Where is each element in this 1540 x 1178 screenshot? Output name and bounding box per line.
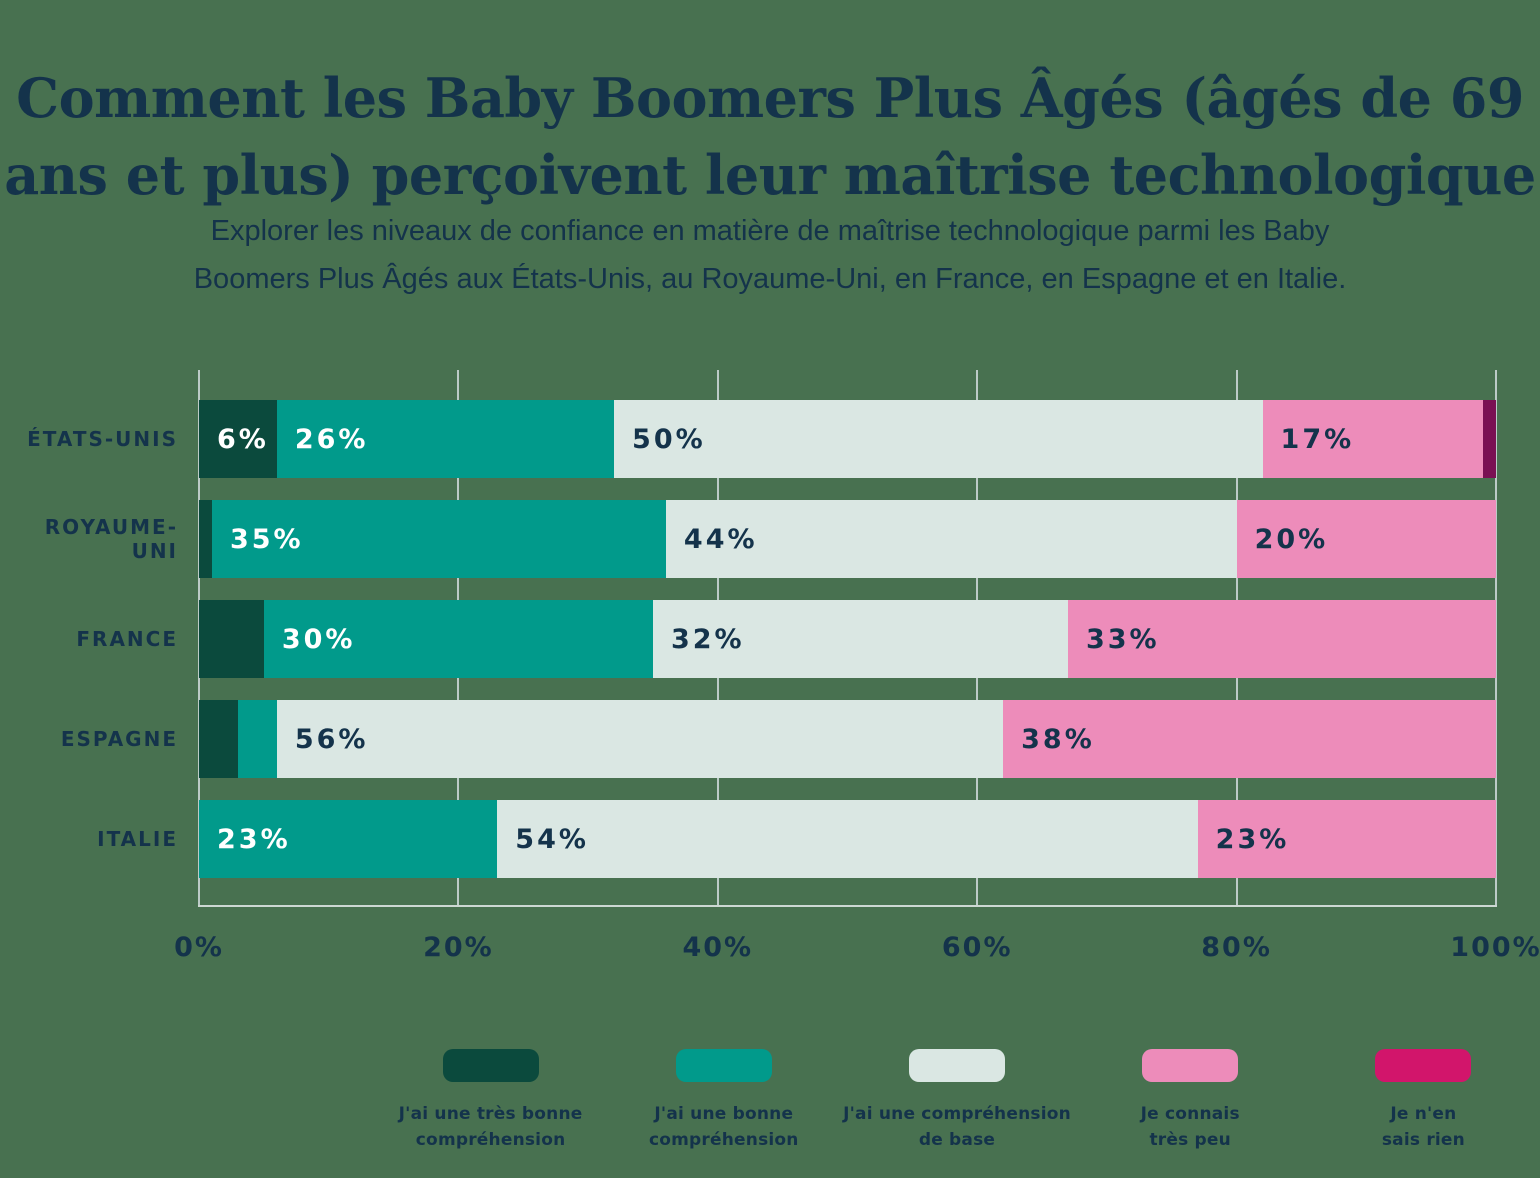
legend-item-2: J'ai une bonne compréhension bbox=[607, 1049, 840, 1153]
legend: J'ai une très bonne compréhension J'ai une… bbox=[374, 1049, 1540, 1153]
bar-segment: 20% bbox=[1236, 500, 1496, 578]
bar-segment bbox=[237, 700, 277, 778]
legend-label-line: sais rien bbox=[1381, 1130, 1465, 1150]
bar-segment-value-label: 56% bbox=[294, 723, 369, 755]
bar-segment: 17% bbox=[1262, 400, 1484, 478]
country-label-royaume-uni: ROYAUME-UNI bbox=[44, 515, 178, 563]
x-axis-label-0%: 0% bbox=[174, 932, 224, 963]
bar-segment-value-label: 23% bbox=[217, 823, 291, 855]
chart-title: Comment les Baby Boomers Plus Âgés (âgés… bbox=[0, 60, 1540, 214]
chart-title-line-1: Comment les Baby Boomers Plus Âgés (âgés… bbox=[16, 66, 1524, 131]
bar-segment-value-label: 6% bbox=[217, 423, 269, 455]
legend-label-line: Je connais bbox=[1140, 1104, 1240, 1124]
legend-label: Je n'en sais rien bbox=[1307, 1101, 1540, 1153]
bar-row-france: 30% 32% 33% bbox=[199, 600, 1496, 678]
chart-title-line-2: ans et plus) perçoivent leur maîtrise te… bbox=[4, 143, 1536, 208]
legend-swatch-icon bbox=[1375, 1049, 1472, 1082]
country-label-espagne: ESPAGNE bbox=[60, 727, 178, 751]
chart-subtitle: Explorer les niveaux de confiance en mat… bbox=[0, 207, 1540, 303]
legend-label: J'ai une compréhension de base bbox=[840, 1101, 1073, 1153]
bar-row--tats-unis: 6% 26% 50% 17% bbox=[199, 400, 1496, 478]
bar-segment: 23% bbox=[1197, 800, 1496, 878]
bar-segment: 32% bbox=[652, 600, 1068, 678]
country-label--tats-unis: ÉTATS-UNIS bbox=[27, 427, 178, 451]
legend-swatch-icon bbox=[442, 1049, 539, 1082]
legend-item-4: Je connais très peu bbox=[1074, 1049, 1307, 1153]
bar-segment bbox=[199, 700, 238, 778]
bar-row-espagne: 56% 38% bbox=[199, 700, 1496, 778]
bar-row-royaume-uni: 35% 44% 20% bbox=[199, 500, 1496, 578]
legend-label: J'ai une très bonne compréhension bbox=[374, 1101, 607, 1153]
legend-label-line: compréhension bbox=[648, 1130, 799, 1150]
bar-segment: 6% bbox=[199, 400, 277, 478]
bar-segment-value-label: 20% bbox=[1254, 523, 1329, 555]
legend-swatch-icon bbox=[1142, 1049, 1239, 1082]
legend-swatch-icon bbox=[909, 1049, 1005, 1082]
country-label-italie: ITALIE bbox=[97, 827, 178, 851]
legend-item-1: J'ai une très bonne compréhension bbox=[374, 1049, 607, 1153]
chart-subtitle-line-2: Boomers Plus Âgés aux États-Unis, au Roy… bbox=[193, 263, 1347, 295]
bar-segment-value-label: 44% bbox=[683, 523, 758, 555]
bar-segment: 54% bbox=[497, 800, 1198, 878]
bar-segment-value-label: 38% bbox=[1021, 723, 1095, 755]
bar-segment: 56% bbox=[276, 700, 1004, 778]
legend-label-line: compréhension bbox=[415, 1130, 566, 1150]
legend-label-line: Je n'en bbox=[1390, 1104, 1457, 1124]
x-axis-line bbox=[198, 905, 1497, 907]
bar-segment: 44% bbox=[665, 500, 1237, 578]
legend-label-line: J'ai une compréhension bbox=[843, 1104, 1071, 1124]
bar-segment: 50% bbox=[614, 400, 1263, 478]
legend-label: J'ai une bonne compréhension bbox=[607, 1101, 840, 1153]
x-axis-label-60%: 60% bbox=[941, 932, 1013, 963]
bar-segment: 33% bbox=[1067, 600, 1496, 678]
x-axis-label-100%: 100% bbox=[1450, 932, 1540, 963]
legend-label: Je connais très peu bbox=[1074, 1101, 1307, 1153]
bar-row-italie: 23% 54% 23% bbox=[199, 800, 1496, 878]
bar-segment-value-label: 54% bbox=[515, 823, 589, 855]
bar-segment bbox=[1483, 400, 1496, 478]
bar-segment: 23% bbox=[199, 800, 498, 878]
legend-item-5: Je n'en sais rien bbox=[1307, 1049, 1540, 1153]
legend-label-line: très peu bbox=[1149, 1130, 1231, 1150]
bar-segment: 30% bbox=[263, 600, 653, 678]
bar-segment: 35% bbox=[211, 500, 666, 578]
legend-label-line: J'ai une très bonne bbox=[398, 1104, 583, 1124]
bar-segment-value-label: 30% bbox=[281, 623, 356, 655]
bar-segment: 26% bbox=[276, 400, 615, 478]
legend-item-3: J'ai une compréhension de base bbox=[840, 1049, 1073, 1153]
legend-swatch-icon bbox=[675, 1049, 772, 1082]
bar-segment bbox=[199, 600, 264, 678]
gridline-100% bbox=[1495, 370, 1497, 905]
bar-segment-value-label: 26% bbox=[294, 423, 369, 455]
chart-subtitle-line-1: Explorer les niveaux de confiance en mat… bbox=[210, 215, 1330, 247]
bar-segment-value-label: 50% bbox=[632, 423, 706, 455]
bar-segment-value-label: 23% bbox=[1215, 823, 1290, 855]
x-axis-label-80%: 80% bbox=[1201, 932, 1272, 963]
bar-segment-value-label: 33% bbox=[1085, 623, 1160, 655]
legend-label-line: J'ai une bonne bbox=[654, 1104, 794, 1124]
x-axis-label-40%: 40% bbox=[682, 932, 754, 963]
bar-segment-value-label: 35% bbox=[229, 523, 304, 555]
bar-segment bbox=[199, 500, 212, 578]
x-axis-label-20%: 20% bbox=[423, 932, 494, 963]
legend-label-line: de base bbox=[918, 1130, 996, 1150]
country-label-france: FRANCE bbox=[76, 627, 178, 651]
bar-segment-value-label: 32% bbox=[670, 623, 745, 655]
bar-segment-value-label: 17% bbox=[1280, 423, 1355, 455]
bar-segment: 38% bbox=[1003, 700, 1496, 778]
